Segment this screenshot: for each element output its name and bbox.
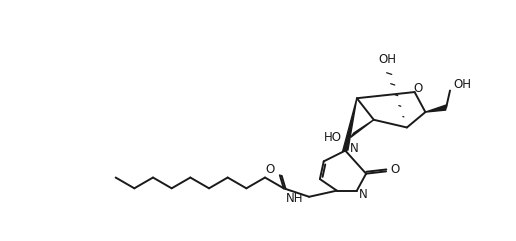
Text: O: O [414, 82, 423, 95]
Text: OH: OH [379, 53, 397, 66]
Text: HO: HO [324, 131, 342, 144]
Polygon shape [351, 120, 374, 137]
Text: N: N [350, 142, 359, 155]
Polygon shape [343, 98, 357, 151]
Polygon shape [425, 105, 447, 112]
Text: NH: NH [285, 192, 303, 205]
Text: O: O [265, 163, 275, 176]
Text: OH: OH [454, 78, 472, 91]
Text: O: O [390, 163, 399, 176]
Text: N: N [359, 188, 367, 201]
